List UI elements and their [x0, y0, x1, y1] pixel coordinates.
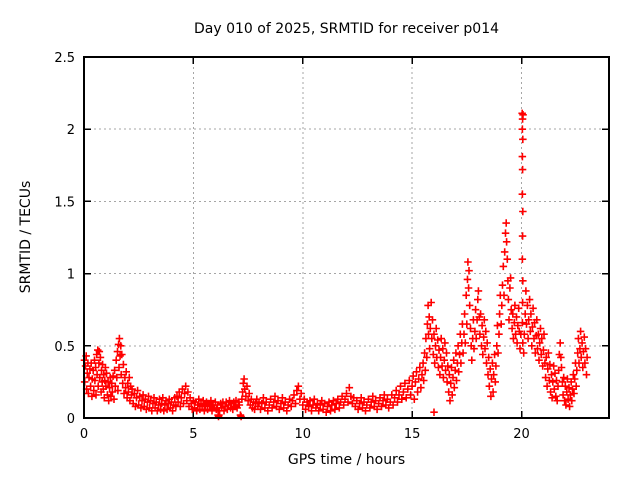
y-tick-label: 0 — [67, 412, 75, 427]
plot-frame — [83, 56, 610, 419]
x-tick-label: 10 — [294, 427, 311, 442]
x-tick-label: 0 — [80, 427, 88, 442]
y-tick-label: 2 — [67, 123, 75, 138]
x-tick-label: 5 — [189, 427, 197, 442]
y-tick-label: 1.5 — [54, 195, 75, 210]
chart-title: Day 010 of 2025, SRMTID for receiver p01… — [193, 21, 500, 37]
data-points — [80, 109, 591, 421]
x-axis-title: GPS time / hours — [287, 452, 406, 468]
y-tick-label: 1 — [67, 268, 75, 283]
x-tick-label: 20 — [513, 427, 530, 442]
y-tick-label: 0.5 — [54, 340, 75, 355]
x-tick-label: 15 — [404, 427, 421, 442]
y-tick-label: 2.5 — [54, 51, 75, 66]
